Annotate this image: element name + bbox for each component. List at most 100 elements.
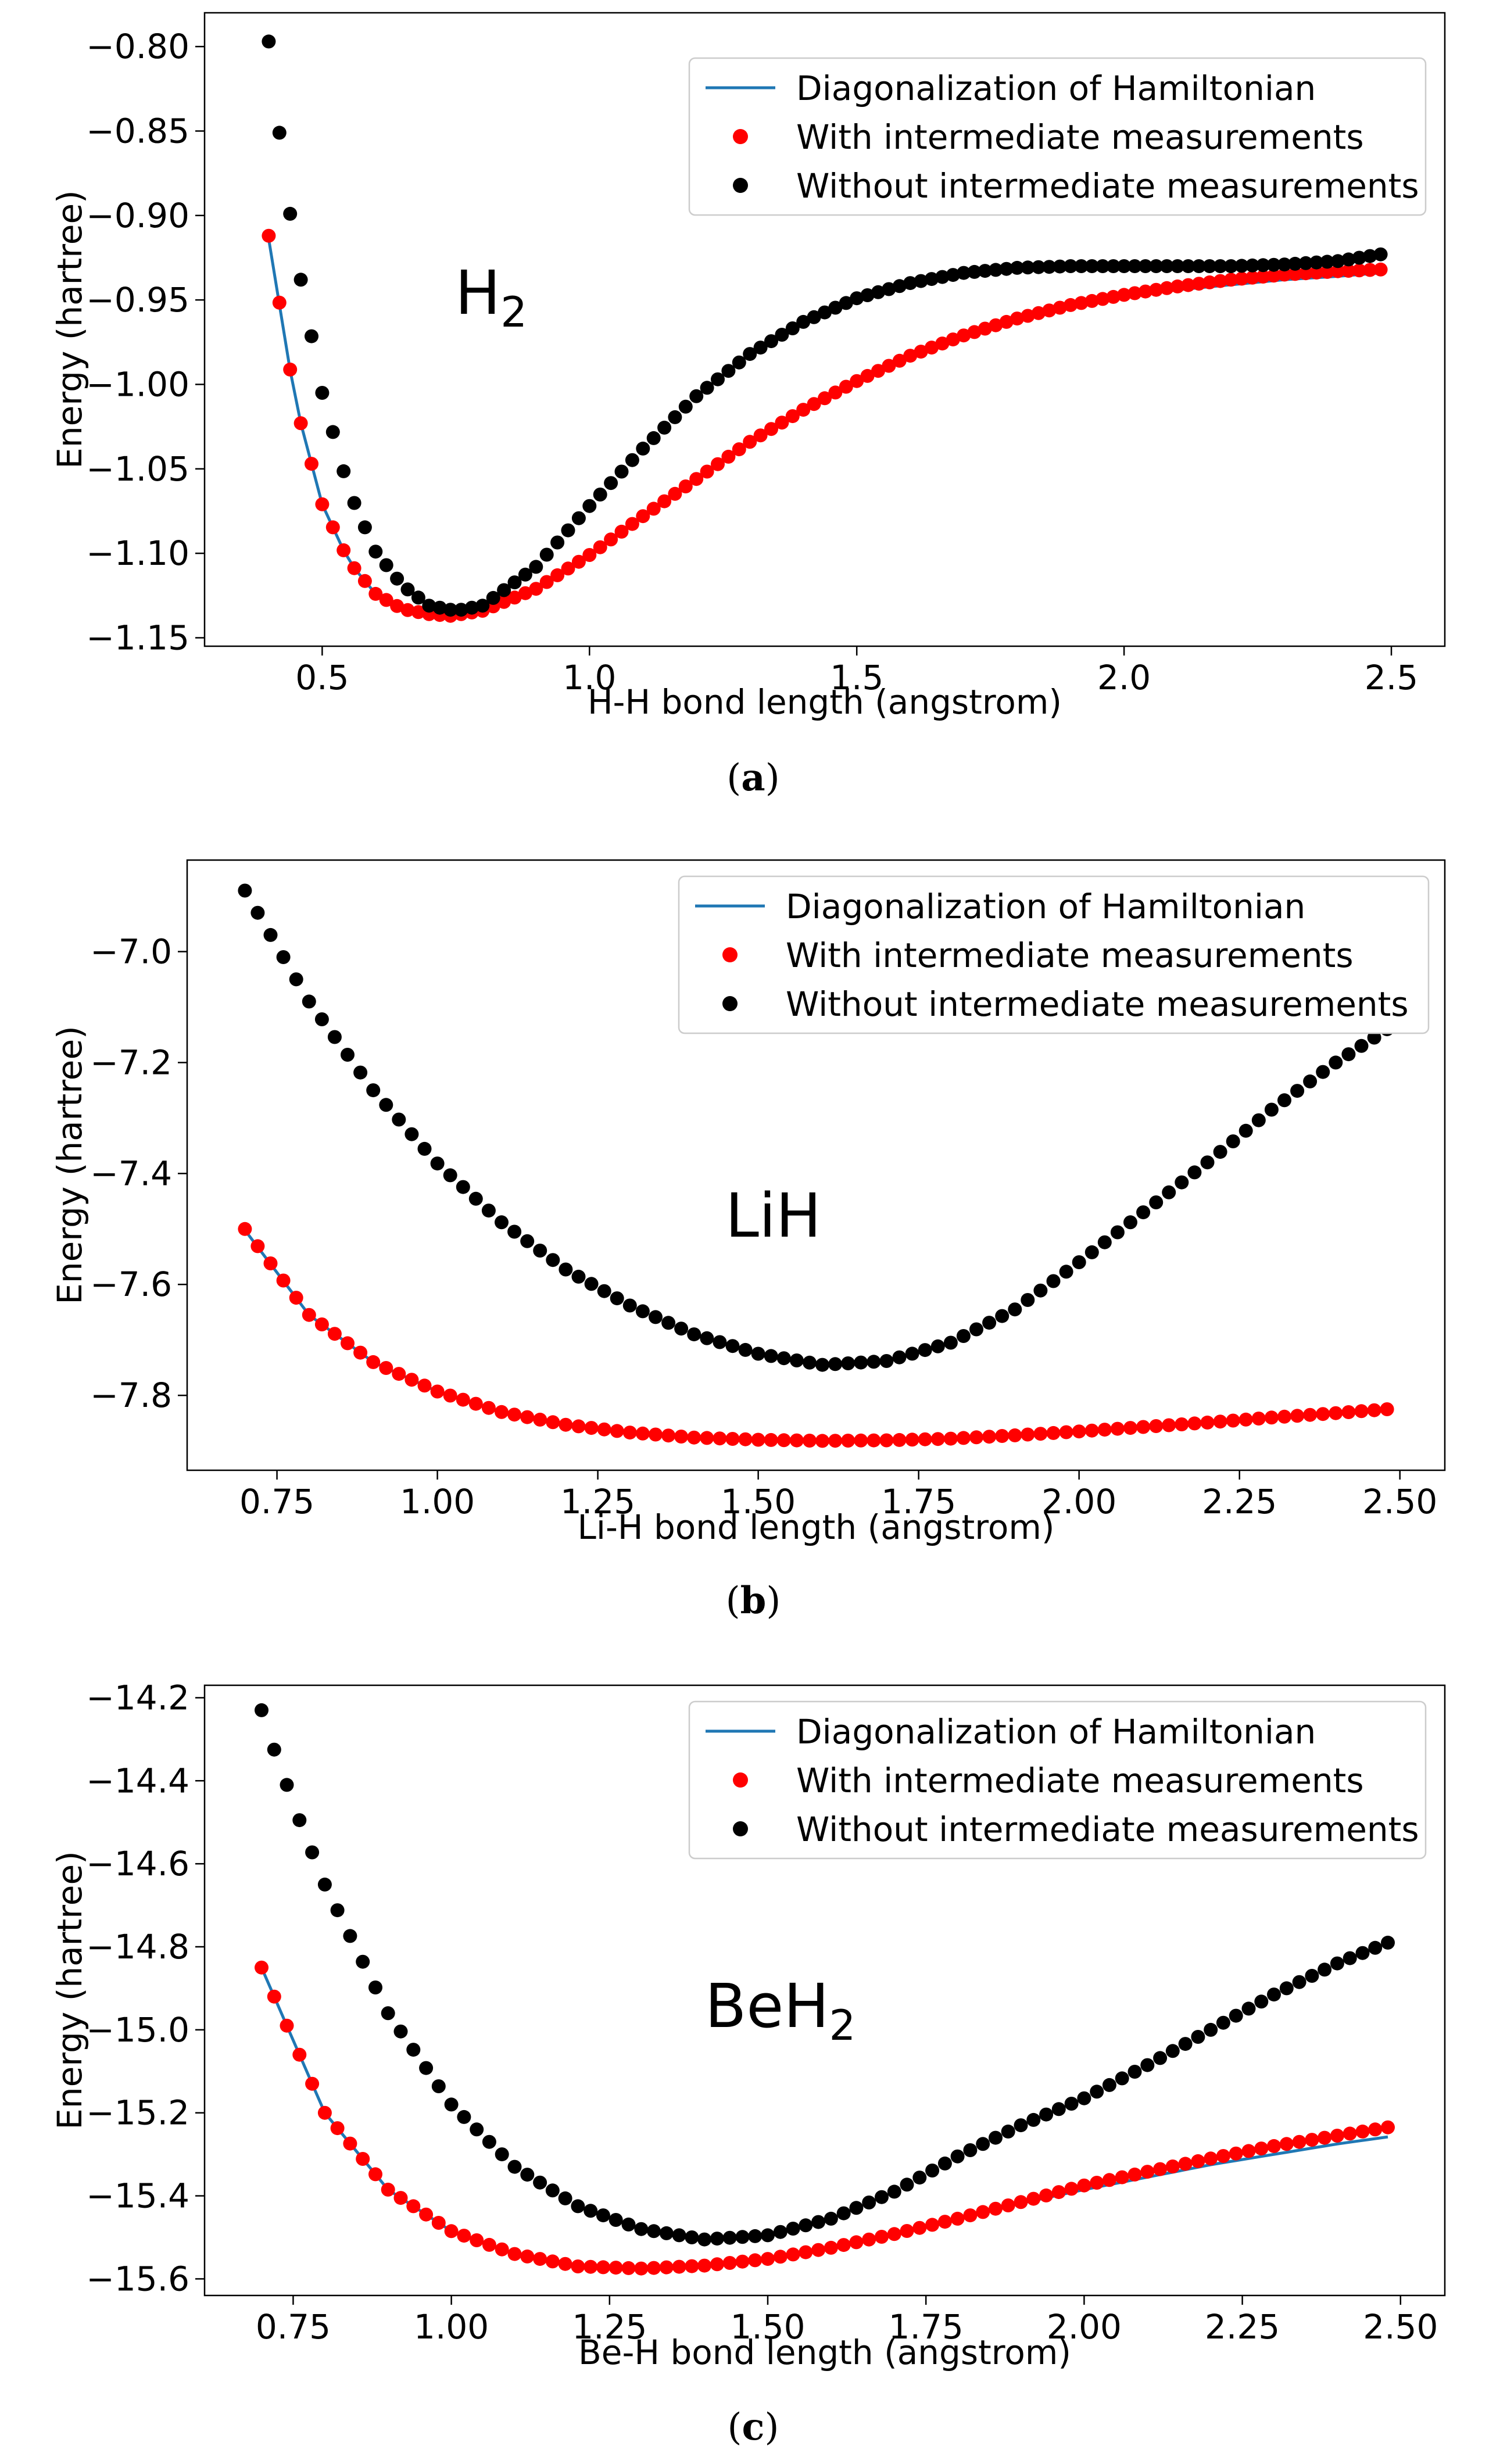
panel-a-series-2-point-32 — [604, 476, 618, 490]
panel-c-y-tick-label-7: −15.6 — [86, 2259, 189, 2298]
panel-a-series-2-point-26 — [539, 547, 554, 562]
panel-a-caption-letter: a — [741, 756, 765, 800]
panel-b-series-1-point-51 — [892, 1432, 907, 1447]
panel-c-series-2-point-83 — [1305, 1969, 1319, 1983]
panel-a-series-1-point-54 — [839, 379, 853, 394]
panel-b-series-1-point-22 — [520, 1410, 535, 1424]
panel-a-series-1-point-32 — [604, 532, 618, 547]
panel-a-series-2-point-70 — [1010, 260, 1025, 275]
panel-a-series-1-point-35 — [636, 509, 650, 524]
panel-c-y-axis-label: Energy (hartree) — [50, 1851, 90, 2130]
panel-b-series-1-point-74 — [1187, 1416, 1202, 1431]
panel-b-series-2-point-22 — [520, 1234, 535, 1248]
panel-c-series-2-point-75 — [1204, 2022, 1218, 2037]
panel-c-x-tick-label-5: 2.00 — [1047, 2307, 1122, 2347]
panel-b-series-2-point-78 — [1238, 1123, 1253, 1138]
panel-b-series-1-point-6 — [314, 1317, 329, 1331]
panel-b-series-2-point-39 — [738, 1342, 753, 1357]
panel-b-series-2-point-52 — [905, 1346, 919, 1361]
panel-b-series-2-point-29 — [610, 1291, 624, 1306]
panel-a-x-tick-label-3: 2.0 — [1097, 658, 1151, 697]
panel-c-series-1-point-27 — [596, 2260, 610, 2275]
panel-b-y-tick-label-3: −7.6 — [90, 1265, 172, 1304]
panel-b-series-1-point-11 — [379, 1361, 393, 1375]
panel-b-series-1-point-17 — [456, 1392, 470, 1407]
panel-c-series-2-point-22 — [533, 2175, 547, 2190]
panel-c-series-1-point-17 — [470, 2233, 484, 2247]
panel-b-legend-red-marker — [722, 947, 738, 962]
panel-a-y-tick-label-2: −0.90 — [86, 196, 189, 235]
panel-a-series-2-point-104 — [1373, 247, 1388, 262]
panel-c-series-2-point-44 — [811, 2215, 826, 2229]
panel-c-series-2-point-14 — [431, 2079, 446, 2093]
panel-c-series-1-point-21 — [520, 2249, 535, 2264]
panel-a-series-2-point-30 — [582, 499, 597, 513]
panel-a-molecule-subscript: 2 — [500, 288, 527, 336]
panel-c-x-tick-label-7: 2.50 — [1363, 2307, 1438, 2347]
panel-a-series-2-point-90 — [1224, 259, 1238, 273]
panel-c-series-1-point-85 — [1330, 2129, 1344, 2143]
panel-c-x-axis-label: Be-H bond length (angstrom) — [578, 2333, 1071, 2372]
panel-a-series-2-point-81 — [1127, 259, 1142, 273]
panel-a-series-1-point-73 — [1042, 303, 1057, 318]
panel-a-series-1-point-77 — [1084, 293, 1099, 308]
panel-a-series-2-point-3 — [293, 273, 308, 287]
panel-c-legend-red-marker — [733, 1772, 748, 1788]
panel-c-series-2-point-8 — [356, 1954, 370, 1969]
panel-a-series-2-point-98 — [1309, 255, 1324, 270]
panel-b-series-2-point-68 — [1110, 1225, 1125, 1240]
panel-a-y-tick-label-3: −0.95 — [86, 280, 189, 320]
panel-b-x-tick-label-7: 2.50 — [1362, 1482, 1437, 1521]
panel-c-series-1-point-86 — [1343, 2126, 1357, 2141]
panel-b-series-1-point-15 — [430, 1384, 445, 1399]
panel-c-series-1-point-44 — [811, 2243, 826, 2257]
panel-a-series-2-point-25 — [529, 560, 543, 574]
panel-c-series-2-point-27 — [596, 2208, 610, 2223]
panel-c-series-2-point-31 — [647, 2224, 661, 2239]
panel-c-y-tick-label-3: −14.8 — [86, 1927, 189, 1967]
panel-c-series-1-point-71 — [1153, 2162, 1168, 2176]
panel-b-caption-letter: b — [740, 1579, 767, 1623]
panel-b-series-1-point-42 — [776, 1433, 791, 1448]
panel-c-series-2-point-43 — [799, 2218, 813, 2233]
panel-c-series-1-point-83 — [1305, 2133, 1319, 2147]
panel-c-series-2-point-9 — [368, 1980, 382, 1994]
panel-c-series-2-point-32 — [659, 2226, 674, 2240]
panel-b-series-2-point-48 — [854, 1355, 868, 1370]
panel-c-series-2-point-67 — [1102, 2078, 1116, 2092]
panel-c-series-2-point-5 — [317, 1877, 332, 1892]
panel-a-marks — [262, 34, 1388, 623]
panel-a-series-2-point-43 — [721, 364, 736, 378]
panel-a-series-1-point-1 — [272, 295, 287, 310]
panel-a-series-2-point-58 — [882, 282, 896, 296]
panel-a-series-1-point-7 — [337, 543, 351, 557]
panel-b-series-1-point-35 — [687, 1430, 701, 1445]
panel-c-series-1-point-84 — [1318, 2130, 1332, 2145]
panel-c-series-2-point-6 — [330, 1903, 345, 1918]
panel-c-legend-label-diagonalization: Diagonalization of Hamiltonian — [796, 1712, 1316, 1752]
panel-c-series-2-point-56 — [963, 2143, 978, 2157]
panel-a-series-1-point-68 — [989, 318, 1003, 332]
panel-a-series-2-point-34 — [625, 453, 639, 467]
panel-a-series-2-point-33 — [614, 464, 629, 479]
panel-b-series-1-point-25 — [559, 1417, 573, 1432]
panel-b-series-2-point-62 — [1033, 1283, 1048, 1298]
panel-a-series-1-point-24 — [518, 586, 532, 600]
panel-b-series-1-point-43 — [789, 1433, 804, 1448]
panel-c-series-2-point-54 — [937, 2156, 952, 2171]
panel-a-series-1-point-62 — [925, 341, 939, 355]
panel-b-series-1-point-45 — [815, 1434, 829, 1448]
panel-b-series-1-point-68 — [1110, 1421, 1125, 1436]
panel-a-series-2-point-49 — [785, 321, 800, 335]
panel-a-series-2-point-28 — [561, 523, 575, 538]
panel-b-series-2-point-41 — [764, 1349, 778, 1363]
panel-b-series-2-point-72 — [1162, 1185, 1176, 1199]
panel-a-series-2-point-42 — [711, 372, 725, 386]
panel-a-series-1-point-60 — [903, 349, 918, 363]
panel-b-series-2-point-13 — [405, 1127, 419, 1141]
panel-c-series-2-point-61 — [1026, 2112, 1041, 2127]
panel-c-series-2-point-60 — [1014, 2118, 1028, 2133]
panel-c-series-2-point-29 — [621, 2217, 636, 2232]
panel-a-series-2-point-64 — [946, 268, 960, 282]
panel-a-y-tick-label-5: −1.05 — [86, 449, 189, 489]
